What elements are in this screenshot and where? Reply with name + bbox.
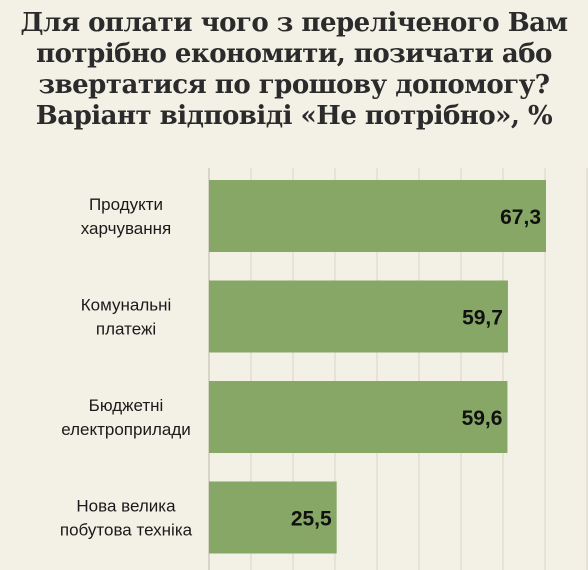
category-label-3-1: побутова техніка	[60, 521, 193, 540]
title-line-1: Для оплати чого з переліченого Вам	[20, 8, 568, 38]
category-label-3-0: Нова велика	[76, 497, 176, 516]
value-label-2: 59,6	[462, 407, 503, 430]
chart-title: Для оплати чого з переліченого Вам потрі…	[0, 8, 588, 132]
value-label-0: 67,3	[500, 206, 541, 229]
bar-2	[209, 381, 508, 453]
bar-3	[209, 481, 337, 554]
title-line-4: Варіант відповіді «Не потрібно», %	[35, 101, 553, 131]
value-label-1: 59,7	[462, 307, 503, 330]
value-label-3: 25,5	[291, 508, 332, 531]
category-label-2-0: Бюджетні	[89, 396, 164, 415]
category-label-1-1: платежі	[96, 320, 156, 339]
category-label-2-1: електроприлади	[61, 420, 191, 439]
title-line-3: звертатися по грошову допомогу?	[38, 70, 550, 100]
bar-0	[209, 180, 546, 252]
category-label-1-0: Комунальні	[81, 296, 172, 315]
bar-1	[209, 280, 508, 353]
title-line-2: потрібно економити, позичати або	[36, 39, 552, 69]
category-label-0-1: харчування	[81, 219, 171, 238]
category-label-0-0: Продукти	[89, 195, 163, 214]
